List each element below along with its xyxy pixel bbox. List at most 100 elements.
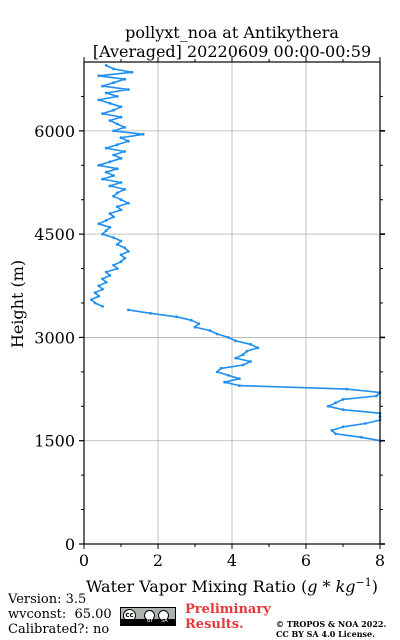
wv-profile-point xyxy=(101,305,104,308)
wv-profile-point xyxy=(119,208,123,212)
wv-profile-point xyxy=(123,188,127,191)
wv-profile-point xyxy=(97,294,101,298)
grid xyxy=(83,62,381,545)
wv-profile-point xyxy=(112,194,115,198)
wv-profile-point xyxy=(97,222,101,226)
version-text: Version: 3.5 xyxy=(8,592,87,607)
wv-profile-point xyxy=(119,115,123,119)
wv-profile-point xyxy=(90,298,93,301)
wv-profile-point xyxy=(249,342,252,346)
wv-profile-point xyxy=(101,84,104,88)
wv-profile-point xyxy=(119,157,123,160)
wv-profile-point xyxy=(234,356,238,360)
wv-profile-point xyxy=(108,184,112,188)
wv-profile-point xyxy=(101,287,104,291)
y-tick-label: 1500 xyxy=(34,432,75,451)
wv-profile-point xyxy=(97,74,101,78)
wv-profile-point xyxy=(345,387,349,391)
y-tick-label: 0 xyxy=(65,535,75,554)
wv-profile-point xyxy=(334,432,337,436)
wv-profile-line xyxy=(90,64,144,308)
chart-subtitle: [Averaged] 20220609 00:00-00:59 xyxy=(92,42,372,61)
wv-profile-point xyxy=(241,363,245,367)
wv-profile-point xyxy=(119,181,123,184)
wv-profile-point xyxy=(119,105,123,109)
wv-profile-point xyxy=(363,422,367,425)
wv-profile-point xyxy=(360,435,363,439)
wv-profile-point xyxy=(119,198,123,202)
wv-profile-point xyxy=(108,119,112,122)
wv-profile-point xyxy=(112,67,115,71)
run-info: Version: 3.5 wvconst: 65.00 Calibrated?:… xyxy=(8,592,112,637)
wv-profile-point xyxy=(104,64,108,67)
wv-profile-point xyxy=(104,91,108,95)
wv-profile-point xyxy=(119,136,123,140)
wv-profile-point xyxy=(238,377,241,381)
wv-profile-point xyxy=(126,88,130,91)
wv-profile-point xyxy=(334,401,337,405)
wv-profile-point xyxy=(123,256,127,260)
wv-profile-point xyxy=(197,322,201,326)
wv-profile-point xyxy=(93,291,97,295)
wv-profile-point xyxy=(341,408,345,412)
series-layer xyxy=(90,64,382,443)
wv-profile-point xyxy=(112,215,115,219)
wv-profile-point xyxy=(97,284,101,288)
wv-profile-point xyxy=(101,277,104,281)
wv-profile-point xyxy=(341,425,345,429)
wv-profile-point xyxy=(126,308,130,312)
wv-profile-point xyxy=(126,139,130,143)
wv-profile-point xyxy=(149,311,153,315)
wvconst-text: wvconst: 65.00 xyxy=(8,607,112,622)
wv-profile-point xyxy=(119,260,123,264)
wv-profile-point xyxy=(115,243,119,246)
chart-title: pollyxt_noa at Antikythera xyxy=(125,23,339,42)
wv-profile-point xyxy=(234,339,238,343)
cc-license-badge: cc BY SA xyxy=(120,607,176,626)
wv-profile-line xyxy=(128,309,381,442)
wv-profile-point xyxy=(112,81,115,85)
wv-profile-point xyxy=(141,132,145,136)
wv-profile-point xyxy=(119,253,123,257)
y-tick-label: 4500 xyxy=(34,225,75,244)
wv-profile-point xyxy=(108,274,112,277)
wv-profile-point xyxy=(130,70,134,74)
copyright-note: © TROPOS & NOA 2022. CC BY SA 4.0 Licens… xyxy=(276,619,387,639)
wv-profile-point xyxy=(123,246,127,250)
y-tick-label: 6000 xyxy=(34,122,75,141)
wv-profile-point xyxy=(101,177,104,181)
preliminary-results-note: Preliminary Results. xyxy=(185,602,271,632)
wv-profile-point xyxy=(126,201,130,205)
y-tick-label: 3000 xyxy=(34,328,75,347)
wv-profile-point xyxy=(256,346,260,350)
badge-strip: BY SA xyxy=(121,618,175,625)
wv-profile-point xyxy=(104,280,108,284)
wv-profile-point xyxy=(112,153,115,157)
wv-profile-point xyxy=(215,370,219,374)
wv-profile-point xyxy=(112,108,115,112)
x-axis-label: Water Vapor Mixing Ratio (g * kg−1) xyxy=(86,576,378,596)
wv-profile-point xyxy=(115,205,119,209)
wv-profile-point xyxy=(108,225,112,229)
wv-profile-point xyxy=(374,394,378,398)
calibrated-text: Calibrated?: no xyxy=(8,622,110,637)
wv-profile-point xyxy=(115,143,119,147)
wv-profile-point xyxy=(104,170,108,174)
wv-profile-point xyxy=(108,212,112,215)
wv-profile-point xyxy=(112,236,115,240)
x-tick-label: 6 xyxy=(301,551,311,570)
wv-profile-point xyxy=(326,404,330,408)
wv-profile-point xyxy=(119,239,123,243)
x-tick-label: 8 xyxy=(375,551,385,570)
wv-profile-point xyxy=(101,112,104,115)
wv-profile-point xyxy=(245,349,249,353)
wv-profile-point xyxy=(123,77,127,81)
wv-profile-point xyxy=(112,174,115,178)
wv-profile-point xyxy=(115,122,119,126)
wv-profile-point xyxy=(219,367,223,370)
ticks: 0 2 4 6 8 0 1500 3000 4500 6000 xyxy=(34,57,385,570)
wv-profile-point xyxy=(93,301,97,305)
x-tick-label: 0 xyxy=(79,551,89,570)
wv-profile-point xyxy=(115,267,119,270)
wv-profile-point xyxy=(97,98,101,102)
